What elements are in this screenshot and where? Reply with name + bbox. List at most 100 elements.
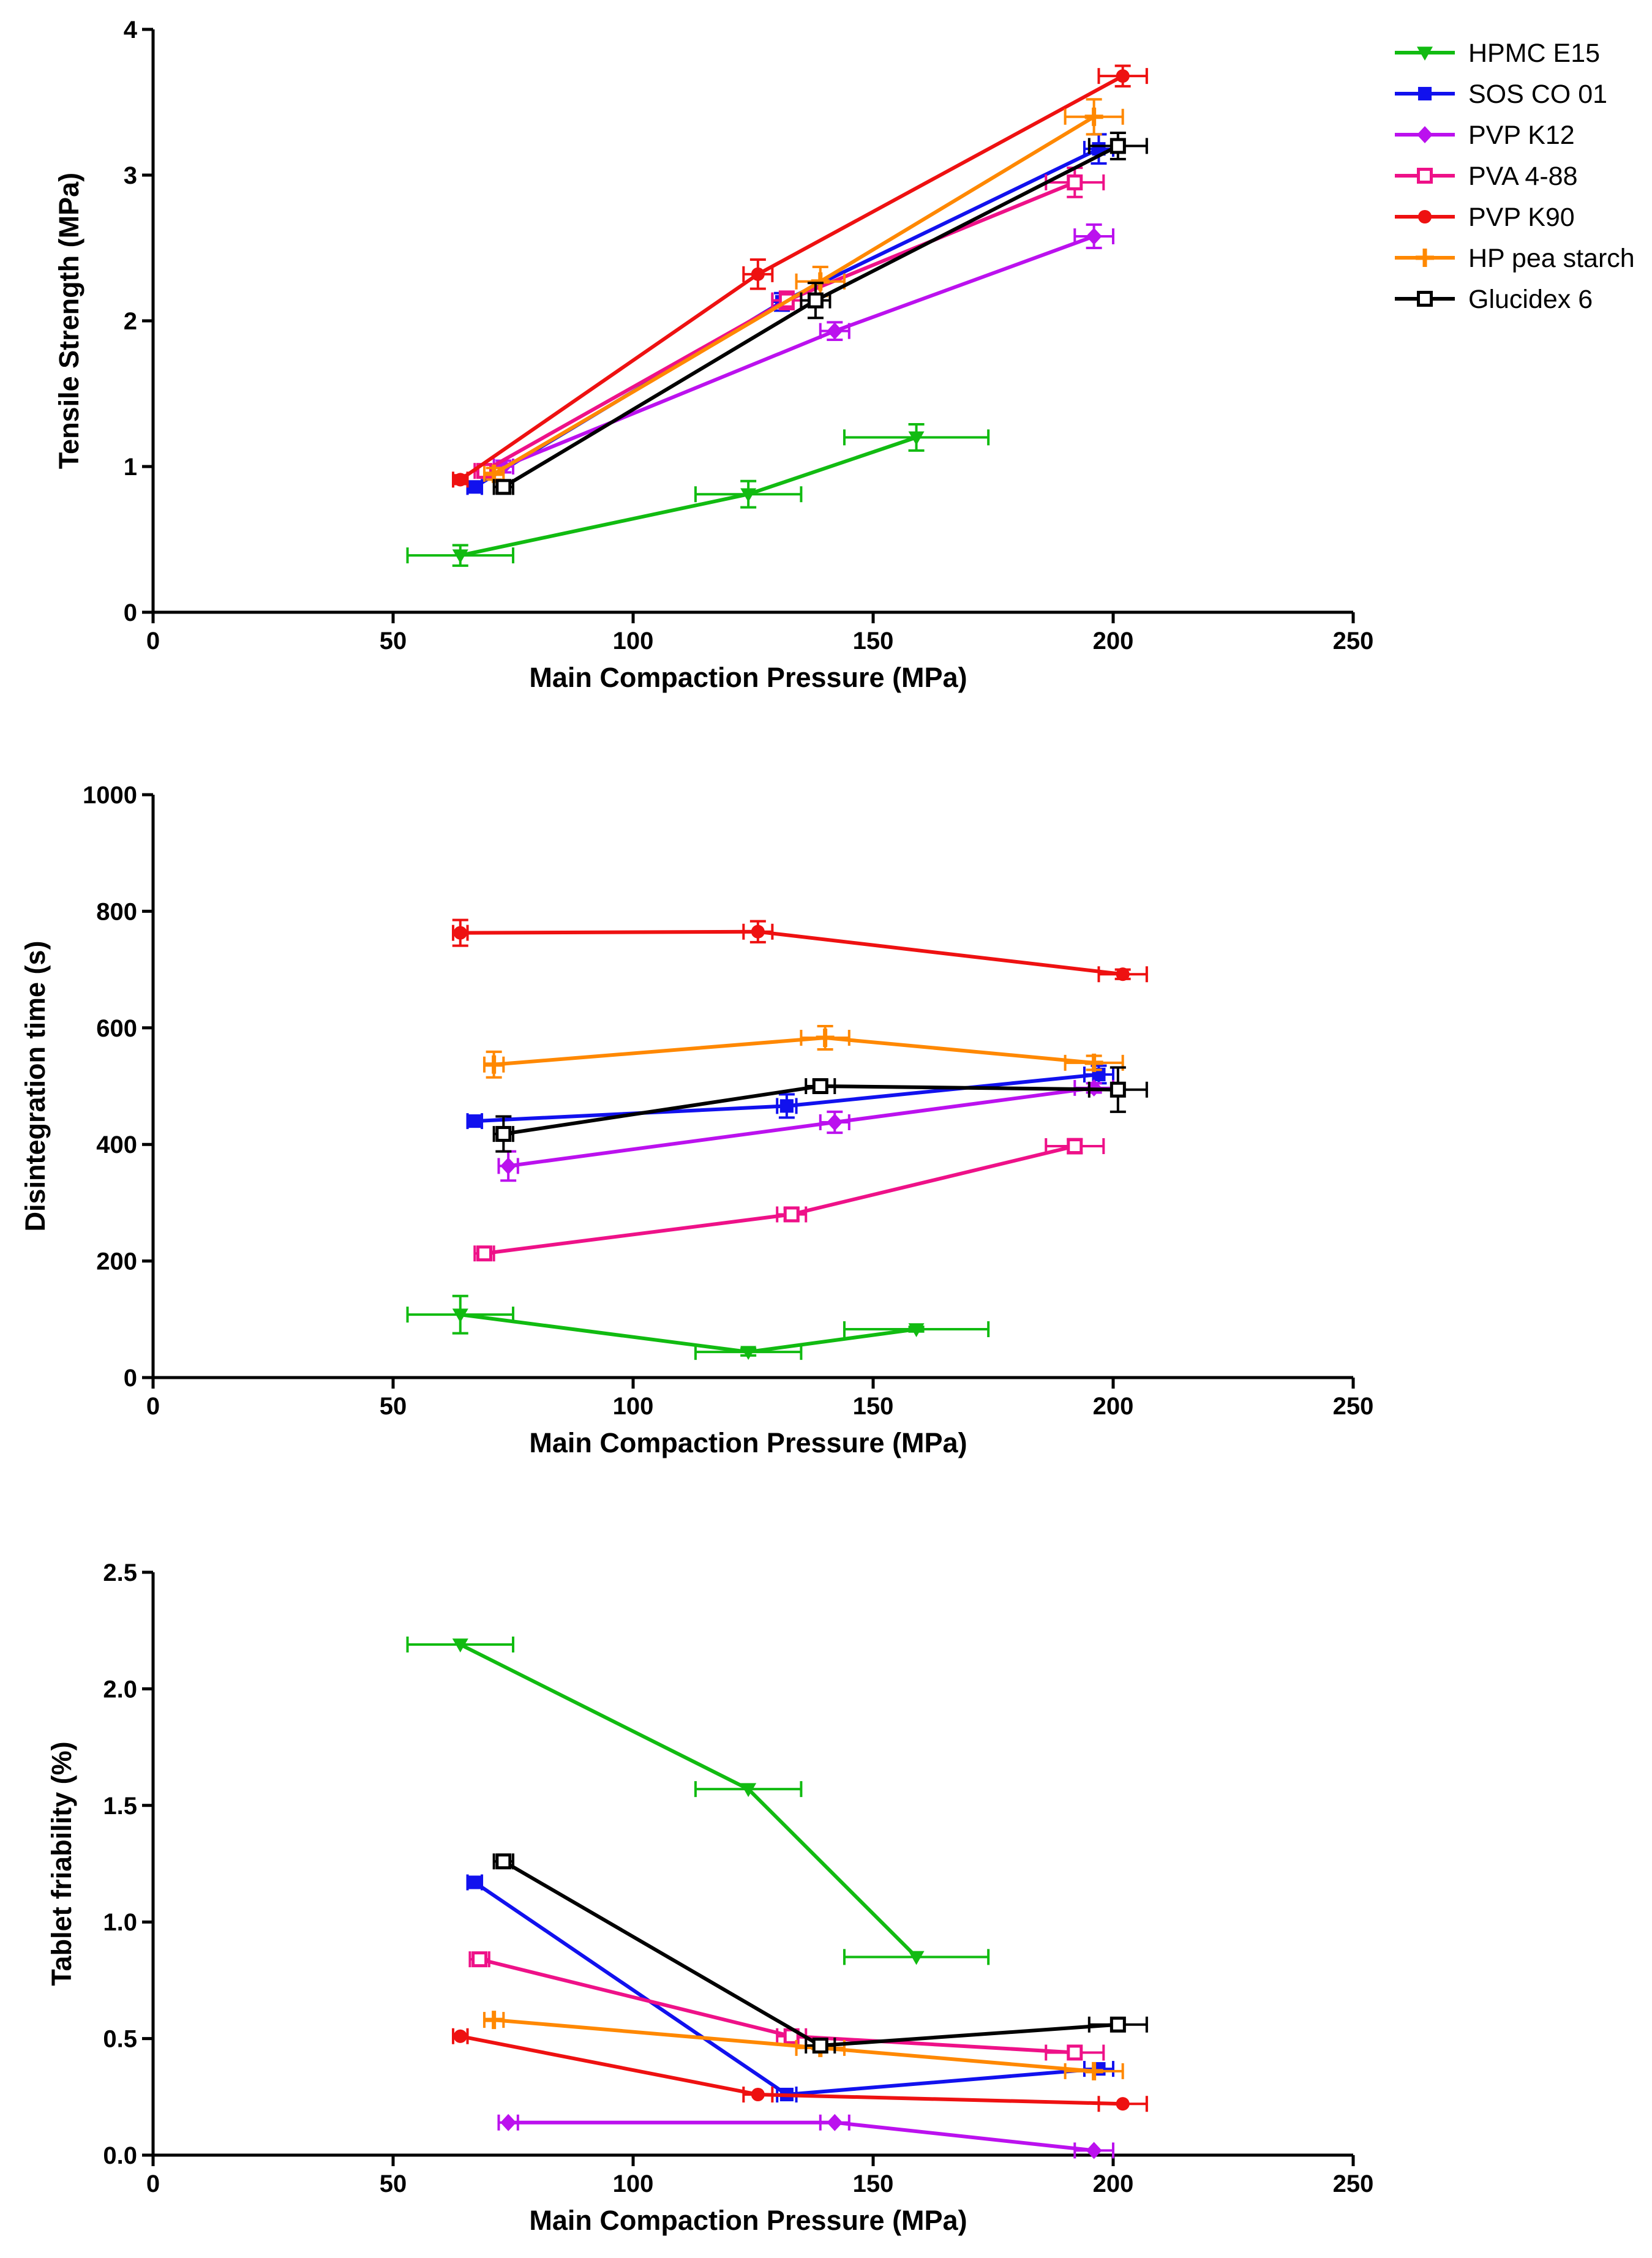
legend-item: PVP K12 <box>1395 121 1575 150</box>
x-axis-title: Main Compaction Pressure (MPa) <box>529 1427 967 1458</box>
series-line <box>508 1086 1095 1168</box>
legend-label: SOS CO 01 <box>1468 80 1607 109</box>
series-hp-pea-starch <box>482 1024 1124 1079</box>
series-line <box>459 74 1124 481</box>
y-tick-label: 2.5 <box>103 1559 137 1586</box>
series-sos-co-01 <box>466 1874 1114 2102</box>
x-tick-label: 50 <box>380 628 407 655</box>
legend-marker <box>1416 249 1434 267</box>
series-line <box>502 144 1119 489</box>
plot-2: 0 200 400 600 800 1000 0 50 100 150 200 250 Main Com… <box>20 782 1373 1458</box>
series-line <box>460 929 1124 977</box>
legend-label: PVP K90 <box>1468 203 1575 232</box>
series-glucidex-6 <box>492 1853 1148 2054</box>
legend-item: PVA 4-88 <box>1395 162 1578 191</box>
series-hpmc-e15 <box>406 1294 990 1360</box>
data-point <box>468 480 482 494</box>
data-point <box>740 1783 757 1798</box>
data-point <box>468 1875 482 1889</box>
x-tick-label: 50 <box>380 2170 407 2197</box>
y-tick-label: 0 <box>124 1365 137 1392</box>
data-point <box>812 2038 828 2054</box>
data-point <box>453 926 467 940</box>
legend-item: SOS CO 01 <box>1395 80 1607 109</box>
data-point <box>1086 227 1102 245</box>
x-tick-label: 100 <box>613 628 654 655</box>
data-point <box>1109 2016 1126 2033</box>
series-line <box>459 1643 918 1959</box>
data-point <box>1084 1053 1103 1072</box>
legend-marker <box>1417 209 1432 224</box>
series-pvp-k90 <box>452 918 1148 983</box>
series-line <box>484 1144 1075 1256</box>
data-point <box>1116 967 1130 981</box>
x-tick-label: 250 <box>1333 628 1374 655</box>
data-point <box>827 2114 843 2131</box>
series-pvp-k12 <box>497 2114 1114 2159</box>
legend-item: HPMC E15 <box>1395 39 1600 68</box>
x-tick-label: 0 <box>146 2170 160 2197</box>
series-hp-pea-starch <box>482 2011 1124 2080</box>
data-point <box>1116 2097 1130 2111</box>
y-tick-label: 2.0 <box>103 1676 137 1703</box>
data-point <box>1084 107 1103 126</box>
data-point <box>500 2114 517 2131</box>
legend-marker <box>1417 291 1433 307</box>
series-pva-4-88 <box>473 1138 1105 1262</box>
y-tick-label: 400 <box>96 1131 137 1158</box>
plot-3: 0.0 0.5 1.0 1.5 2.0 2.5 0 50 100 150 200 250 Main Co… <box>46 1559 1373 2236</box>
data-point <box>1109 1081 1126 1098</box>
legend-label: HP pea starch <box>1468 244 1635 273</box>
legend-item: HP pea starch <box>1395 244 1635 273</box>
x-tick-label: 0 <box>146 1393 160 1420</box>
x-tick-label: 0 <box>146 628 160 655</box>
data-point <box>1116 69 1130 83</box>
series-pvp-k90 <box>452 2028 1148 2112</box>
y-axis-title: Tensile Strength (MPa) <box>53 173 84 469</box>
legend-label: HPMC E15 <box>1468 39 1600 68</box>
series-line <box>494 1035 1094 1067</box>
y-tick-label: 0.5 <box>103 2026 137 2053</box>
series-glucidex-6 <box>492 131 1148 495</box>
data-point <box>484 1055 503 1074</box>
x-tick-label: 100 <box>613 2170 654 2197</box>
legend-marker <box>1417 86 1432 101</box>
x-tick-label: 200 <box>1093 628 1134 655</box>
series-line <box>493 115 1095 476</box>
data-point <box>484 2011 503 2030</box>
data-point <box>751 925 765 939</box>
legend-item: PVP K90 <box>1395 203 1575 232</box>
y-tick-label: 0 <box>124 599 137 626</box>
data-point <box>471 1951 488 1968</box>
data-point <box>751 2087 765 2102</box>
y-tick-label: 800 <box>96 898 137 925</box>
y-tick-label: 1.5 <box>103 1793 137 1820</box>
data-point <box>807 292 824 309</box>
legend-label: PVA 4-88 <box>1468 162 1578 191</box>
data-point <box>740 488 757 503</box>
legend-item: Glucidex 6 <box>1395 285 1593 314</box>
series-line <box>494 2018 1094 2073</box>
data-point <box>779 1099 794 1113</box>
legend: HPMC E15 SOS CO 01 PVP K12 PVA 4-88 PVP K90 H… <box>1395 39 1635 314</box>
y-tick-label: 4 <box>124 17 138 43</box>
legend-marker <box>1417 47 1433 61</box>
x-tick-label: 250 <box>1333 1393 1374 1420</box>
x-tick-label: 150 <box>853 2170 894 2197</box>
series-line <box>502 1859 1119 2048</box>
y-tick-label: 600 <box>96 1015 137 1042</box>
data-point <box>500 1157 517 1175</box>
y-tick-label: 1 <box>124 454 137 481</box>
x-axis-title: Main Compaction Pressure (MPa) <box>529 662 967 693</box>
data-point <box>1067 174 1083 190</box>
series-glucidex-6 <box>492 1066 1148 1153</box>
y-tick-label: 2 <box>124 308 137 335</box>
data-point <box>908 1323 925 1337</box>
series-hpmc-e15 <box>406 1637 990 1965</box>
series-pvp-k90 <box>452 64 1148 488</box>
data-point <box>740 1346 757 1360</box>
series-pvp-k12 <box>497 1079 1114 1182</box>
y-tick-label: 3 <box>124 162 137 189</box>
x-tick-label: 150 <box>853 1393 894 1420</box>
